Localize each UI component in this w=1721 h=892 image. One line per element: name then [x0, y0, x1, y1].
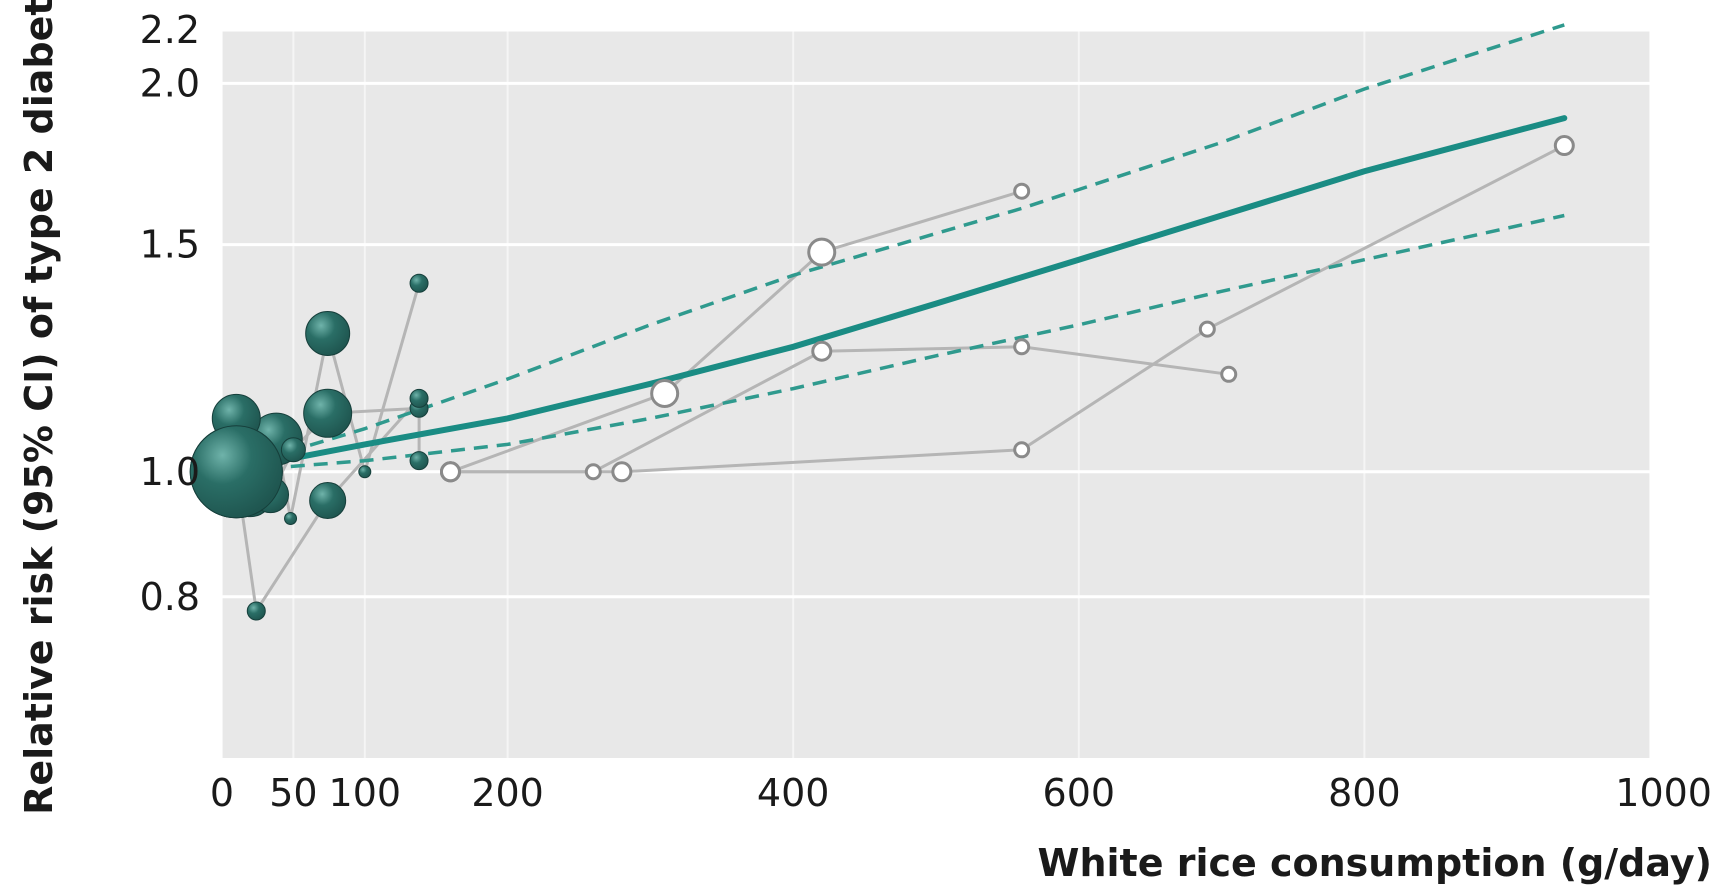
- study-point: [1013, 182, 1031, 200]
- study-line: [449, 189, 1023, 474]
- y-tick-label: 2.2: [140, 8, 200, 52]
- study-point: [309, 482, 347, 520]
- study-markers: [189, 135, 1575, 621]
- x-tick-labels: 0 50 100 200 400 600 800 1000: [210, 771, 1712, 815]
- study-point: [280, 437, 306, 463]
- study-point: [246, 601, 266, 621]
- ci-upper-line: [221, 23, 1565, 474]
- x-axis-label: White rice consumption (g/day): [1038, 841, 1712, 885]
- study-point: [584, 463, 602, 481]
- study-point: [439, 461, 461, 483]
- study-point: [409, 388, 429, 408]
- x-tick-label: 800: [1328, 771, 1401, 815]
- study-point: [611, 461, 633, 483]
- fit-line: [219, 115, 1568, 475]
- study-point: [189, 425, 283, 519]
- y-tick-label: 1.5: [140, 223, 200, 267]
- study-point: [284, 511, 298, 525]
- study-point: [305, 310, 351, 356]
- study-point: [1553, 135, 1575, 157]
- ci-lower-line: [221, 213, 1565, 474]
- study-point: [1198, 320, 1216, 338]
- study-point: [807, 237, 837, 267]
- study-point: [1220, 365, 1238, 383]
- study-point: [409, 273, 429, 293]
- study-line: [234, 397, 421, 616]
- study-point: [1013, 338, 1031, 356]
- y-tick-labels: 0.8 1.0 1.5 2.0 2.2: [140, 8, 200, 619]
- y-tick-label: 1.0: [140, 450, 200, 494]
- y-axis-label: Relative risk (95% CI) of type 2 diabete…: [17, 0, 61, 815]
- study-point: [811, 340, 833, 362]
- x-tick-label: 400: [757, 771, 830, 815]
- x-tick-label: 600: [1043, 771, 1116, 815]
- fitted-curve: [219, 115, 1568, 475]
- x-tick-label: 1000: [1615, 771, 1712, 815]
- study-point: [650, 378, 680, 408]
- study-point: [358, 465, 372, 479]
- ci-lines: [221, 23, 1565, 474]
- study-point: [1013, 441, 1031, 459]
- y-tick-label: 0.8: [140, 575, 200, 619]
- x-tick-label: 50: [269, 771, 317, 815]
- x-tick-label: 0: [210, 771, 234, 815]
- plot-background: [222, 30, 1650, 758]
- study-point: [409, 451, 429, 471]
- y-tick-label: 2.0: [140, 61, 200, 105]
- x-tick-label: 100: [329, 771, 402, 815]
- x-tick-label: 200: [471, 771, 544, 815]
- study-point: [303, 388, 353, 438]
